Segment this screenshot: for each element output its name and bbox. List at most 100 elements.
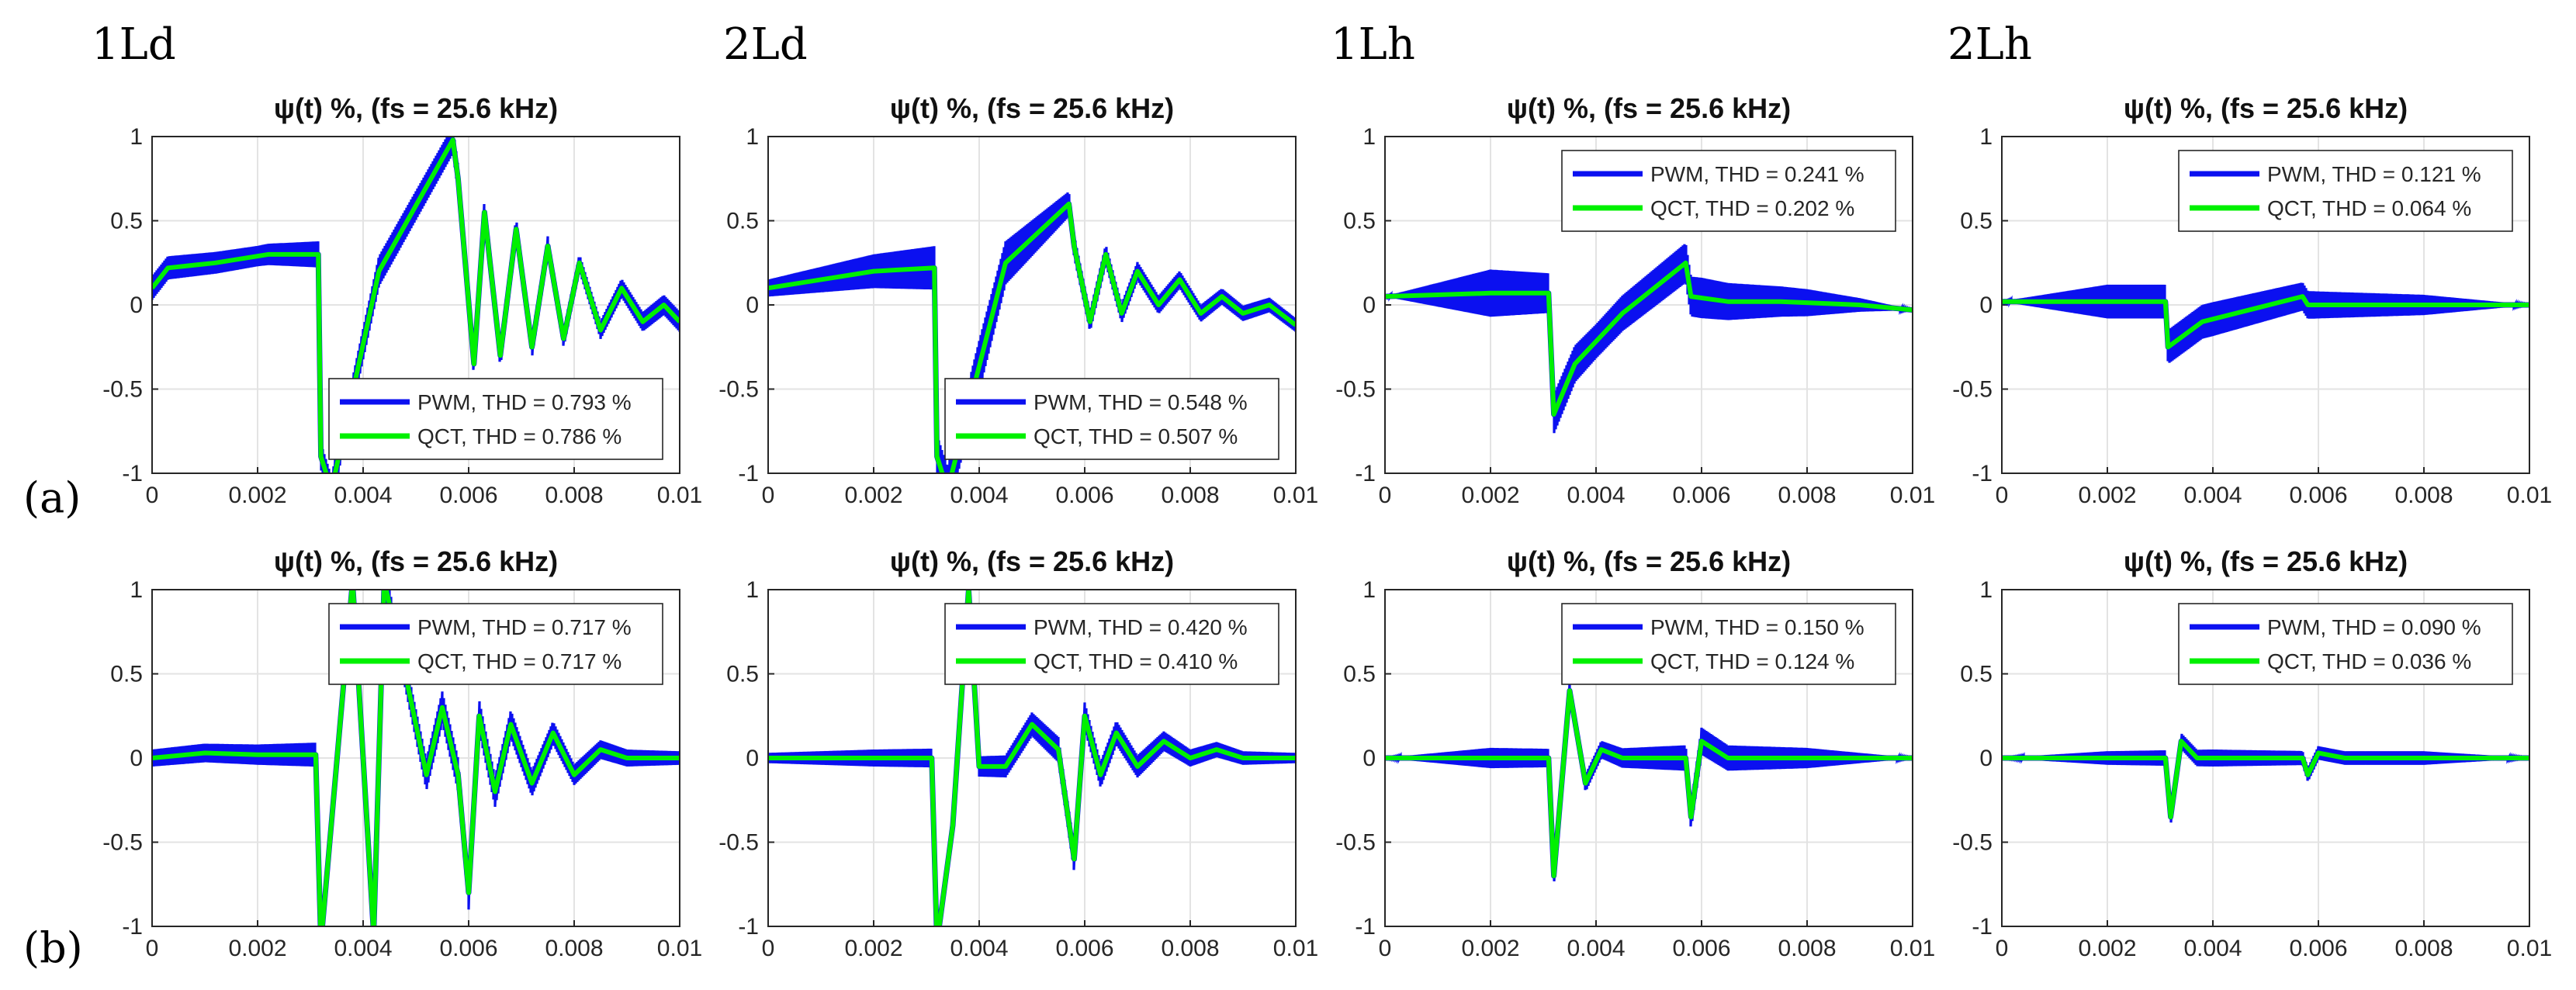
x-tick-label: 0 [762, 483, 775, 508]
y-tick-label: 1 [1979, 577, 1993, 603]
y-tick-label: -0.5 [1335, 830, 1376, 856]
y-tick-label: 0.5 [726, 662, 759, 687]
chart-b3: ψ(t) %, (fs = 25.6 kHz) 0 0.002 0.004 0.006 0… [1335, 545, 1935, 961]
x-tick-label: 0.008 [2394, 936, 2453, 961]
chart-title: ψ(t) %, (fs = 25.6 kHz) [2124, 92, 2408, 124]
x-tick-label: 0.01 [2507, 936, 2552, 961]
axes-box [767, 136, 1297, 474]
series-line-qct [768, 201, 1296, 473]
series-line-qct [2002, 294, 2529, 350]
legend-entry-qct: QCT, THD = 0.786 % [417, 424, 621, 448]
series-line-qct [152, 590, 680, 926]
y-tick-label: 0.5 [1960, 662, 1993, 687]
column-label-1lh: 1Lh [1331, 19, 1415, 70]
x-tick-label: 0.004 [1567, 936, 1625, 961]
y-tick-label: -0.5 [1952, 830, 1993, 856]
axes-box [151, 136, 680, 474]
chart-a3: ψ(t) %, (fs = 25.6 kHz) 0 0.002 0.004 0.006 0… [1335, 92, 1935, 508]
legend: PWM, THD = 0.121 % QCT, THD = 0.064 % [2178, 150, 2513, 232]
x-tick-label: 0 [1996, 936, 2009, 961]
x-tick-label: 0.008 [1778, 483, 1836, 508]
y-tick-label: -0.5 [102, 830, 143, 856]
row-label-b: (b) [23, 923, 83, 972]
column-label-1ld: 1Ld [92, 19, 176, 70]
chart-title: ψ(t) %, (fs = 25.6 kHz) [890, 92, 1174, 124]
y-tick-label: 1 [1979, 124, 1993, 150]
axes-box [151, 589, 680, 927]
x-tick-label: 0.008 [1778, 936, 1836, 961]
series-line-qct [152, 137, 680, 473]
series-group [2002, 733, 2529, 823]
legend-box [328, 378, 663, 460]
chart-a1: ψ(t) %, (fs = 25.6 kHz) 0 0.002 0.004 0.006 0… [102, 92, 702, 508]
x-tick-label: 0.01 [1273, 936, 1318, 961]
y-tick-label: 0 [130, 746, 143, 771]
legend-box [1561, 150, 1896, 232]
axes-box [2001, 589, 2530, 927]
y-tick-label: 1 [1362, 124, 1376, 150]
y-tick-label: -1 [1972, 461, 1993, 486]
legend-box [1561, 603, 1896, 685]
x-tick-label: 0.006 [2289, 936, 2347, 961]
x-tick-label: 0.01 [1890, 483, 1935, 508]
x-tick-label: 0.002 [228, 483, 286, 508]
x-tick-label: 0.01 [657, 936, 702, 961]
y-tick-label: 1 [746, 577, 759, 603]
x-tick-label: 0.006 [439, 936, 497, 961]
y-tick-label: 0.5 [110, 209, 143, 234]
x-tick-label: 0 [1996, 483, 2009, 508]
legend-entry-qct: QCT, THD = 0.717 % [417, 649, 621, 673]
axes-box [1384, 589, 1913, 927]
y-tick-label: 0 [746, 292, 759, 318]
column-label-2lh: 2Lh [1948, 19, 2032, 70]
y-tick-label: -0.5 [718, 377, 759, 403]
legend-box [328, 603, 663, 685]
chart-b2: ψ(t) %, (fs = 25.6 kHz) 0 0.002 0.004 0.006 0… [718, 545, 1318, 961]
x-tick-label: 0.004 [2183, 483, 2242, 508]
x-tick-label: 0.004 [950, 483, 1008, 508]
legend-entry-qct: QCT, THD = 0.410 % [1034, 649, 1238, 673]
legend-entry-pwm: PWM, THD = 0.090 % [2267, 615, 2481, 639]
chart-b1: ψ(t) %, (fs = 25.6 kHz) 0 0.002 0.004 0.006 0… [102, 545, 702, 961]
y-tick-label: -0.5 [102, 377, 143, 403]
row-label-a: (a) [23, 473, 81, 522]
y-tick-label: 0.5 [726, 209, 759, 234]
axes-box [2001, 136, 2530, 474]
x-tick-label: 0.004 [950, 936, 1008, 961]
y-tick-label: -1 [122, 914, 143, 940]
x-tick-label: 0.008 [2394, 483, 2453, 508]
x-tick-label: 0.004 [334, 483, 392, 508]
y-tick-label: 0 [1979, 746, 1993, 771]
x-tick-label: 0.002 [2078, 936, 2136, 961]
y-tick-label: 0.5 [1343, 662, 1376, 687]
y-tick-label: 0 [1362, 746, 1376, 771]
x-tick-label: 0.006 [439, 483, 497, 508]
chart-a4: ψ(t) %, (fs = 25.6 kHz) 0 0.002 0.004 0.006 0… [1952, 92, 2552, 508]
legend: PWM, THD = 0.717 % QCT, THD = 0.717 % [328, 603, 663, 685]
column-labels: 1Ld 2Ld 1Lh 2Lh [92, 19, 2032, 70]
y-tick-label: 1 [746, 124, 759, 150]
chart-title: ψ(t) %, (fs = 25.6 kHz) [890, 545, 1174, 577]
legend-entry-pwm: PWM, THD = 0.548 % [1034, 390, 1248, 414]
x-tick-label: 0.002 [1461, 936, 1519, 961]
series-group [152, 137, 680, 473]
legend-entry-qct: QCT, THD = 0.036 % [2267, 649, 2471, 673]
chart-title: ψ(t) %, (fs = 25.6 kHz) [274, 545, 558, 577]
legend-entry-pwm: PWM, THD = 0.121 % [2267, 162, 2481, 186]
x-tick-label: 0.002 [2078, 483, 2136, 508]
legend: PWM, THD = 0.420 % QCT, THD = 0.410 % [944, 603, 1279, 685]
chart-title: ψ(t) %, (fs = 25.6 kHz) [2124, 545, 2408, 577]
chart-title: ψ(t) %, (fs = 25.6 kHz) [274, 92, 558, 124]
y-tick-label: -1 [738, 914, 759, 940]
x-tick-label: 0.004 [334, 936, 392, 961]
legend-entry-pwm: PWM, THD = 0.793 % [417, 390, 632, 414]
y-tick-label: 1 [130, 124, 143, 150]
x-tick-label: 0.006 [1055, 483, 1113, 508]
x-tick-label: 0.006 [1672, 936, 1730, 961]
series-group [768, 192, 1296, 473]
legend-box [2178, 603, 2513, 685]
y-tick-label: -0.5 [718, 830, 759, 856]
legend: PWM, THD = 0.548 % QCT, THD = 0.507 % [944, 378, 1279, 460]
x-tick-label: 0.01 [1890, 936, 1935, 961]
